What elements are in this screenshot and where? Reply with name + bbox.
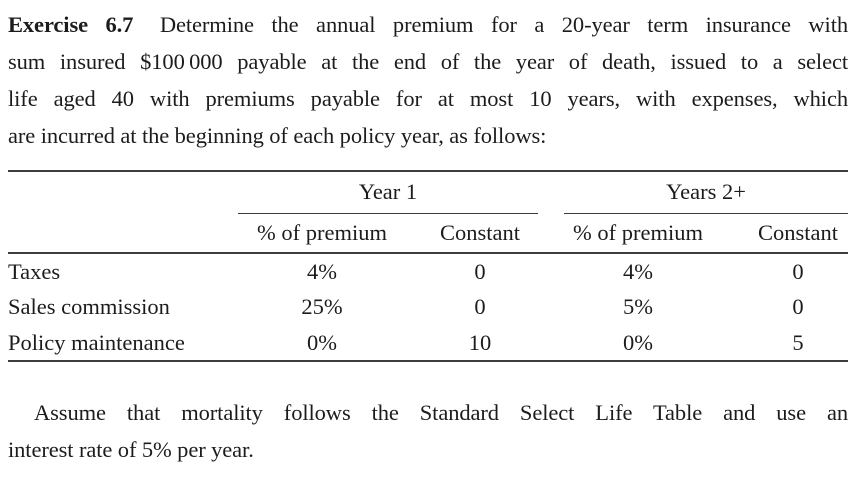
- assumption-line-1: Assume that mortality follows the Standa…: [34, 400, 848, 425]
- table-row-taxes: Taxes 4% 0 4% 0: [8, 253, 848, 289]
- empty-cell: [8, 171, 238, 213]
- cell-year1-constant: 10: [468, 329, 492, 355]
- cell-year1-constant: 0: [474, 258, 486, 284]
- group-header-row: Year 1 Years 2+: [8, 171, 849, 214]
- spacer-cell: [538, 289, 564, 325]
- column-header-years2-pct: % of premium: [564, 213, 712, 254]
- group-header-year1: Year 1: [238, 171, 538, 214]
- cell-years2-constant: 5: [792, 329, 804, 355]
- cell-year1-pct: 25%: [301, 294, 343, 319]
- column-header-year1-pct: % of premium: [238, 213, 406, 254]
- cell-years2-pct: 0%: [623, 329, 653, 355]
- spacer-cell: [538, 325, 564, 361]
- table-row-sales-commission: Sales commission 25% 0 5% 0: [8, 289, 848, 325]
- row-label: Sales commission: [8, 294, 170, 319]
- cell-year1-constant: 0: [474, 294, 486, 319]
- group-header-years2plus: Years 2+: [564, 171, 849, 214]
- assumption-line-2: interest rate of 5% per year.: [8, 437, 254, 462]
- cell-years2-pct: 5%: [623, 294, 653, 319]
- row-label: Taxes: [8, 258, 61, 284]
- assumption-paragraph: Assume that mortality follows the Standa…: [8, 394, 848, 468]
- intro-line-3: life aged 40 with premiums payable for a…: [8, 86, 848, 111]
- empty-cell: [8, 213, 238, 254]
- column-header-year1-constant: Constant: [406, 213, 538, 254]
- column-header-row: % of premium Constant % of premium Const…: [8, 213, 849, 254]
- spacer-cell: [538, 213, 564, 254]
- row-label: Policy maintenance: [8, 329, 185, 355]
- intro-line-1-text: Determine the annual premium for a 20-ye…: [159, 12, 848, 37]
- intro-line-2: sum insured $100 000 payable at the end …: [8, 49, 848, 74]
- intro-paragraph: Exercise 6.7 Determine the annual premiu…: [8, 6, 848, 154]
- column-header-years2-constant: Constant: [712, 213, 849, 254]
- cell-years2-pct: 4%: [623, 258, 653, 284]
- exercise-label: Exercise 6.7: [8, 12, 134, 37]
- cell-year1-pct: 4%: [307, 258, 337, 284]
- cell-years2-constant: 0: [792, 258, 804, 284]
- spacer-cell: [538, 171, 564, 213]
- intro-line-1: Exercise 6.7 Determine the annual premiu…: [8, 6, 848, 43]
- intro-line-4: are incurred at the beginning of each po…: [8, 123, 547, 148]
- table-row-policy-maintenance: Policy maintenance 0% 10 0% 5: [8, 325, 848, 361]
- spacer-cell: [538, 253, 564, 289]
- expenses-table: Year 1 Years 2+ % of premium Constant % …: [8, 170, 849, 362]
- cell-years2-constant: 0: [792, 294, 804, 319]
- cell-year1-pct: 0%: [307, 329, 337, 355]
